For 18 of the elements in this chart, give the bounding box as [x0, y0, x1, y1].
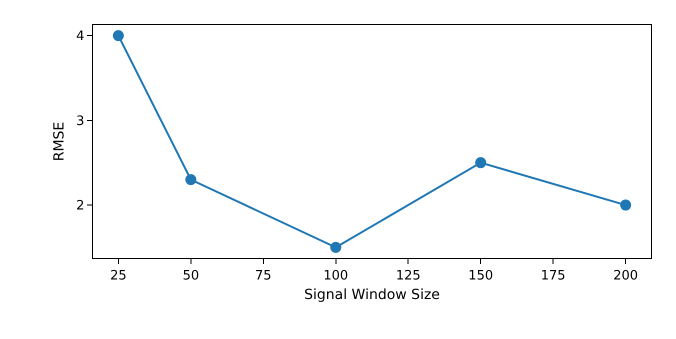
x-tick-label: 125 — [396, 268, 421, 284]
point — [185, 174, 196, 186]
y-tick-label: 4 — [76, 29, 84, 44]
x-tick-label: 150 — [468, 268, 494, 284]
point — [112, 30, 124, 42]
x-tick-label: 25 — [110, 268, 127, 284]
x-tick-label: 175 — [540, 268, 566, 284]
point — [475, 157, 486, 168]
y-tick-label: 2 — [76, 198, 84, 214]
x-tick-label: 200 — [613, 268, 638, 284]
x-axis-title: Signal Window Size — [304, 286, 440, 303]
x-tick-label: 100 — [323, 268, 348, 284]
x-tick-label: 50 — [182, 268, 200, 284]
y-tick-label: 3 — [76, 114, 84, 129]
point — [620, 200, 632, 211]
y-axis-title: RMSE — [52, 122, 68, 162]
x-tick-label: 75 — [255, 268, 272, 284]
point — [330, 242, 342, 253]
